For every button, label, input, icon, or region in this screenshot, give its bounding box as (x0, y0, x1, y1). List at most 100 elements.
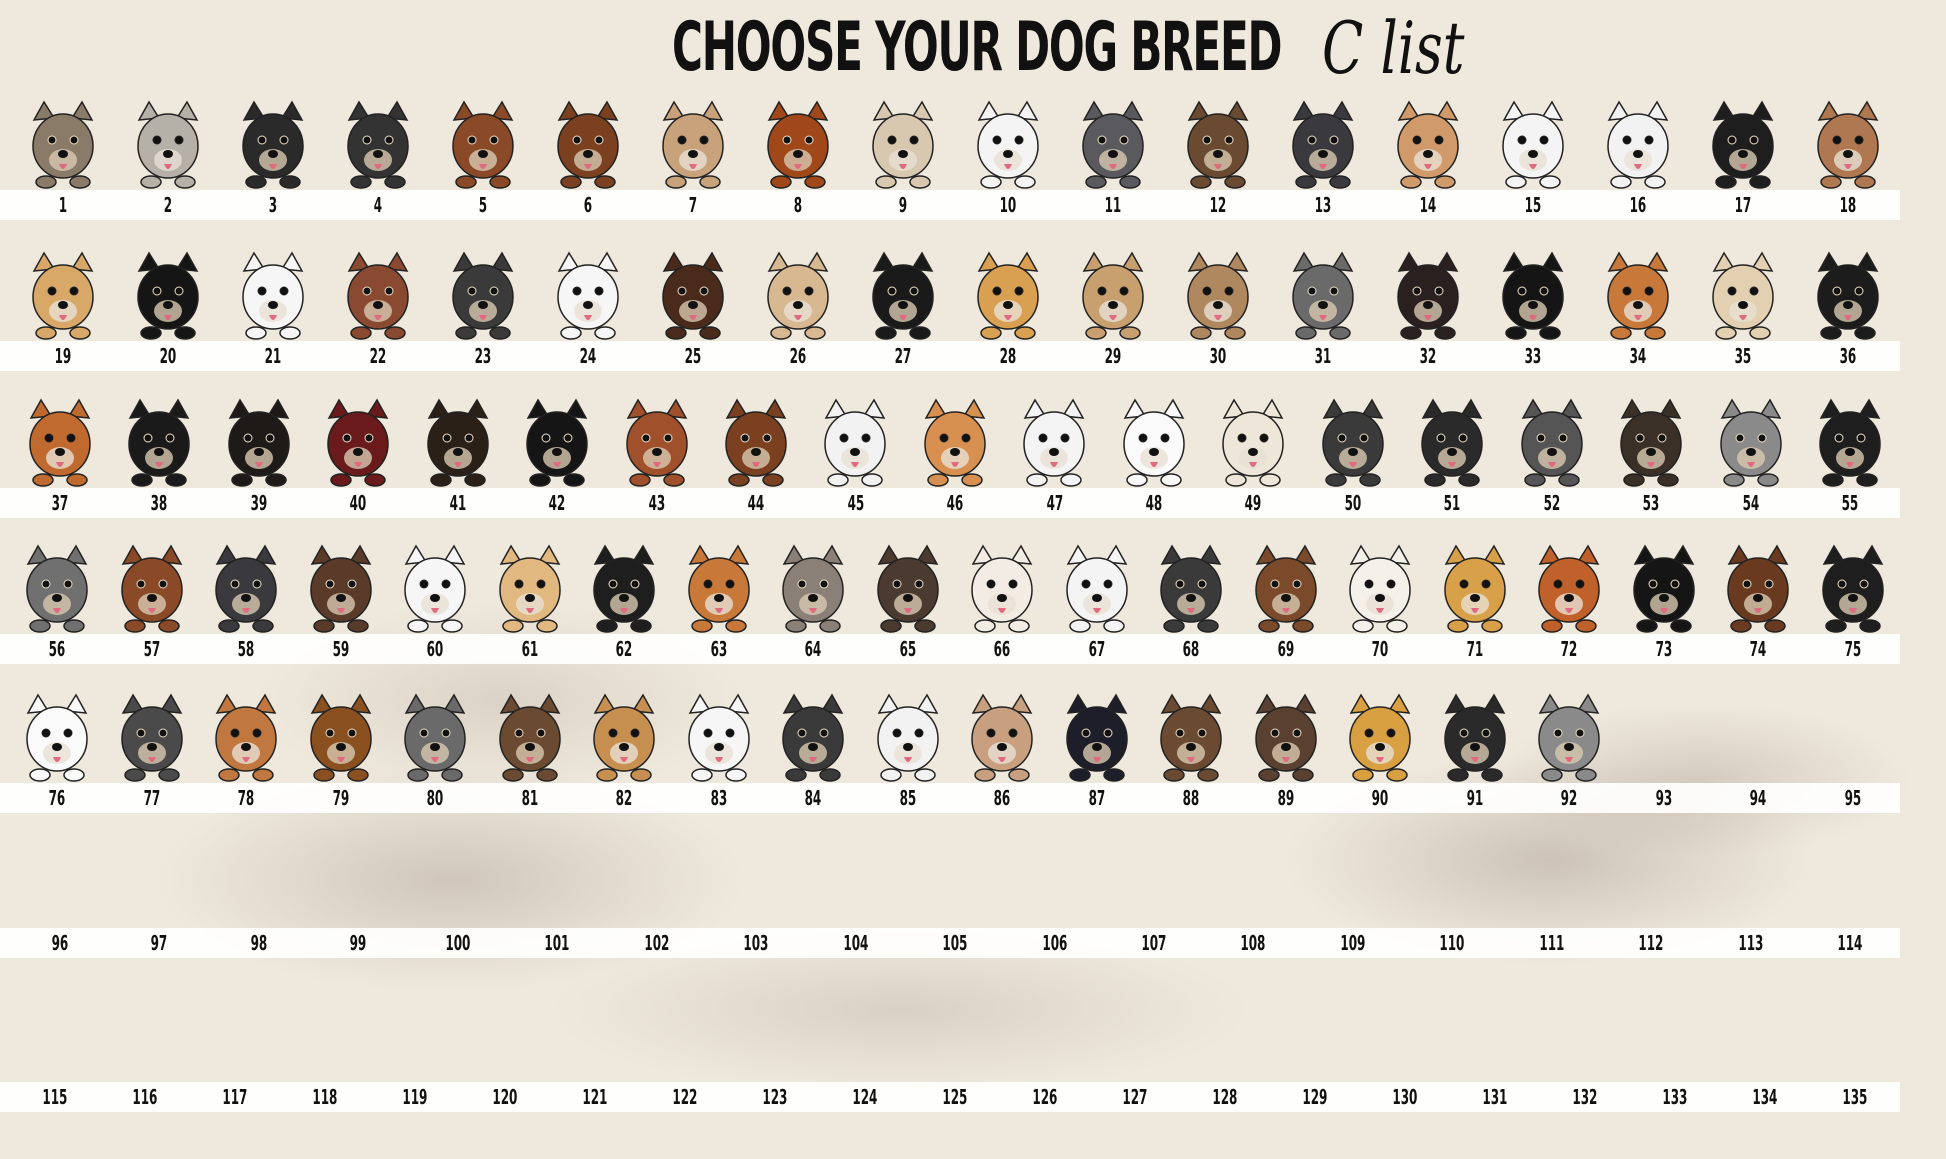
breed-option[interactable]: 68 (1148, 542, 1234, 664)
breed-option[interactable]: 67 (1054, 542, 1140, 664)
breed-option[interactable]: 91 (1432, 691, 1518, 813)
breed-option[interactable]: 25 (650, 249, 736, 371)
breed-option[interactable]: 14 (1385, 98, 1471, 220)
breed-option[interactable]: 92 (1526, 691, 1612, 813)
breed-option[interactable]: 47 (1011, 396, 1097, 518)
breed-option[interactable]: 27 (860, 249, 946, 371)
breed-option[interactable]: 65 (865, 542, 951, 664)
breed-option[interactable]: 58 (203, 542, 289, 664)
breed-option[interactable]: 10 (965, 98, 1051, 220)
breed-option[interactable]: 22 (335, 249, 421, 371)
breed-option[interactable]: 56 (14, 542, 100, 664)
breed-option[interactable]: 43 (614, 396, 700, 518)
breed-option[interactable]: 50 (1310, 396, 1396, 518)
breed-option[interactable]: 13 (1280, 98, 1366, 220)
breed-option[interactable]: 34 (1595, 249, 1681, 371)
breed-option[interactable]: 39 (216, 396, 302, 518)
breed-option[interactable]: 32 (1385, 249, 1471, 371)
breed-option[interactable]: 89 (1243, 691, 1329, 813)
breed-option[interactable]: 61 (487, 542, 573, 664)
breed-option[interactable]: 28 (965, 249, 1051, 371)
breed-option[interactable]: 30 (1175, 249, 1261, 371)
breed-option[interactable]: 72 (1526, 542, 1612, 664)
breed-option[interactable]: 46 (912, 396, 998, 518)
breed-number: 14 (1419, 193, 1436, 217)
breed-option[interactable]: 26 (755, 249, 841, 371)
breed-option[interactable]: 40 (315, 396, 401, 518)
breed-option[interactable]: 51 (1409, 396, 1495, 518)
breed-option[interactable]: 64 (770, 542, 856, 664)
breed-option[interactable]: 57 (109, 542, 195, 664)
breed-option[interactable]: 5 (440, 98, 526, 220)
dog-portrait-icon (487, 691, 573, 783)
breed-option[interactable]: 60 (392, 542, 478, 664)
breed-option[interactable]: 69 (1243, 542, 1329, 664)
breed-option[interactable]: 18 (1805, 98, 1891, 220)
breed-option[interactable]: 86 (959, 691, 1045, 813)
breed-option[interactable]: 17 (1700, 98, 1786, 220)
breed-option[interactable]: 36 (1805, 249, 1891, 371)
breed-option[interactable]: 78 (203, 691, 289, 813)
breed-option[interactable]: 12 (1175, 98, 1261, 220)
breed-option[interactable]: 74 (1715, 542, 1801, 664)
breed-option[interactable]: 45 (812, 396, 898, 518)
breed-option[interactable]: 70 (1337, 542, 1423, 664)
breed-option[interactable]: 82 (581, 691, 667, 813)
breed-option[interactable]: 38 (116, 396, 202, 518)
breed-option[interactable]: 49 (1210, 396, 1296, 518)
breed-option[interactable]: 20 (125, 249, 211, 371)
breed-number: 89 (1277, 786, 1295, 810)
breed-option[interactable]: 29 (1070, 249, 1156, 371)
breed-option[interactable]: 62 (581, 542, 667, 664)
breed-number: 131 (1482, 1085, 1508, 1109)
breed-option[interactable]: 77 (109, 691, 195, 813)
breed-option[interactable]: 23 (440, 249, 526, 371)
breed-option[interactable]: 7 (650, 98, 736, 220)
breed-option[interactable]: 33 (1490, 249, 1576, 371)
breed-option[interactable]: 75 (1810, 542, 1896, 664)
breed-option[interactable]: 31 (1280, 249, 1366, 371)
breed-option: 124 (822, 990, 908, 1112)
breed-option[interactable]: 6 (545, 98, 631, 220)
breed-option[interactable]: 87 (1054, 691, 1140, 813)
breed-option[interactable]: 83 (676, 691, 762, 813)
breed-option[interactable]: 1 (20, 98, 106, 220)
breed-option[interactable]: 16 (1595, 98, 1681, 220)
breed-number: 84 (804, 786, 822, 810)
breed-option[interactable]: 90 (1337, 691, 1423, 813)
breed-option[interactable]: 44 (713, 396, 799, 518)
breed-option[interactable]: 2 (125, 98, 211, 220)
breed-option[interactable]: 88 (1148, 691, 1234, 813)
breed-option[interactable]: 55 (1807, 396, 1893, 518)
breed-option[interactable]: 3 (230, 98, 316, 220)
breed-option[interactable]: 84 (770, 691, 856, 813)
breed-option[interactable]: 24 (545, 249, 631, 371)
breed-option[interactable]: 81 (487, 691, 573, 813)
breed-option[interactable]: 41 (415, 396, 501, 518)
breed-option[interactable]: 59 (298, 542, 384, 664)
breed-number: 78 (237, 786, 255, 810)
breed-option[interactable]: 79 (298, 691, 384, 813)
breed-option[interactable]: 11 (1070, 98, 1156, 220)
breed-option[interactable]: 63 (676, 542, 762, 664)
breed-option[interactable]: 42 (514, 396, 600, 518)
dog-portrait-icon (230, 249, 316, 341)
breed-option[interactable]: 73 (1621, 542, 1707, 664)
breed-option[interactable]: 4 (335, 98, 421, 220)
breed-option[interactable]: 15 (1490, 98, 1576, 220)
breed-option[interactable]: 19 (20, 249, 106, 371)
breed-option[interactable]: 21 (230, 249, 316, 371)
breed-option[interactable]: 76 (14, 691, 100, 813)
breed-option[interactable]: 71 (1432, 542, 1518, 664)
breed-option[interactable]: 85 (865, 691, 951, 813)
breed-option[interactable]: 9 (860, 98, 946, 220)
breed-option[interactable]: 37 (17, 396, 103, 518)
breed-option[interactable]: 8 (755, 98, 841, 220)
breed-option[interactable]: 80 (392, 691, 478, 813)
breed-option[interactable]: 54 (1708, 396, 1794, 518)
breed-option[interactable]: 35 (1700, 249, 1786, 371)
breed-option[interactable]: 52 (1509, 396, 1595, 518)
breed-option[interactable]: 48 (1111, 396, 1197, 518)
breed-option[interactable]: 66 (959, 542, 1045, 664)
breed-option[interactable]: 53 (1608, 396, 1694, 518)
